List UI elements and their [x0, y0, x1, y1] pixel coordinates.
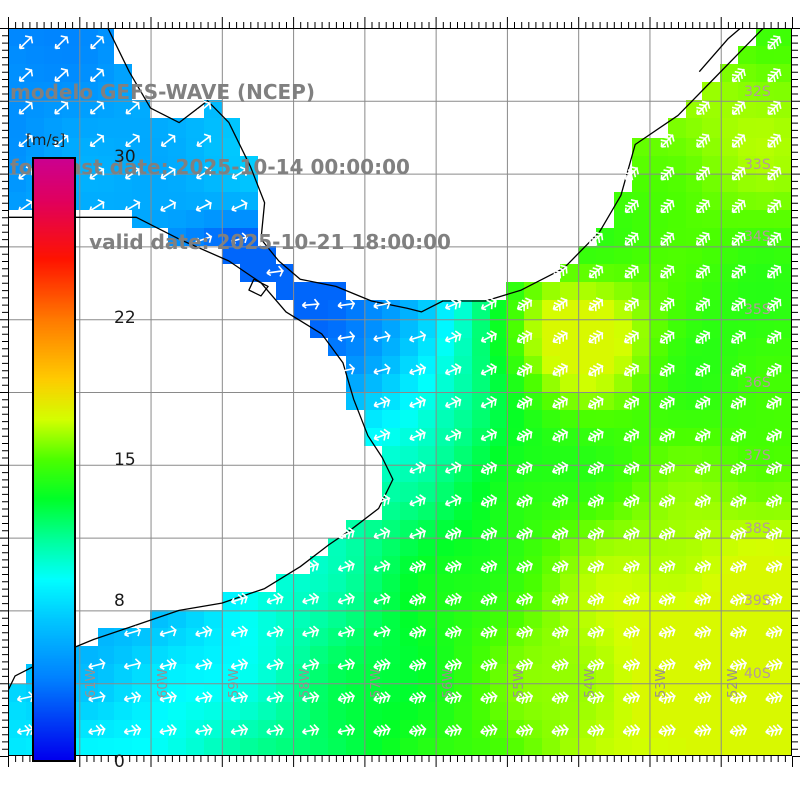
lat-label-33S: 33S	[744, 156, 771, 173]
forecast-date-line: forecast date: 2025-10-14 00:00:00	[10, 155, 410, 179]
lat-label-35S: 35S	[744, 302, 771, 319]
colorbar-tick-22: 22	[114, 308, 136, 329]
lat-label-36S: 36S	[744, 375, 771, 391]
lon-label-57W: 57W	[369, 668, 385, 698]
colorbar-gradient	[32, 157, 76, 762]
title-block: modelo GEFS-WAVE (NCEP) forecast date: 2…	[10, 30, 530, 305]
lat-label-32S: 32S	[744, 83, 771, 100]
valid-date-line: valid date: 2025-10-21 18:00:00	[89, 230, 451, 254]
lon-label-56W: 56W	[440, 668, 456, 698]
lon-label-60W: 60W	[155, 668, 171, 698]
lat-label-40S: 40S	[744, 666, 771, 683]
colorbar-tick-30: 30	[114, 147, 136, 167]
colorbar-tick-0: 0	[114, 752, 125, 772]
lon-label-61W: 61W	[84, 668, 100, 698]
colorbar-units-label: [m/s]	[26, 131, 66, 149]
colorbar-tick-8: 8	[114, 590, 125, 611]
lon-label-54W: 54W	[583, 668, 599, 698]
lat-label-34S: 34S	[744, 229, 771, 246]
lon-label-59W: 59W	[226, 668, 242, 698]
colorbar-tick-15: 15	[114, 449, 136, 470]
lon-label-58W: 58W	[298, 668, 314, 698]
lon-label-53W: 53W	[654, 668, 670, 698]
lat-label-38S: 38S	[744, 520, 771, 537]
lon-label-52W: 52W	[725, 668, 741, 698]
lat-label-39S: 39S	[744, 593, 771, 610]
model-title: modelo GEFS-WAVE (NCEP)	[10, 80, 315, 104]
lon-label-55W: 55W	[511, 668, 527, 698]
lat-label-37S: 37S	[744, 447, 771, 464]
